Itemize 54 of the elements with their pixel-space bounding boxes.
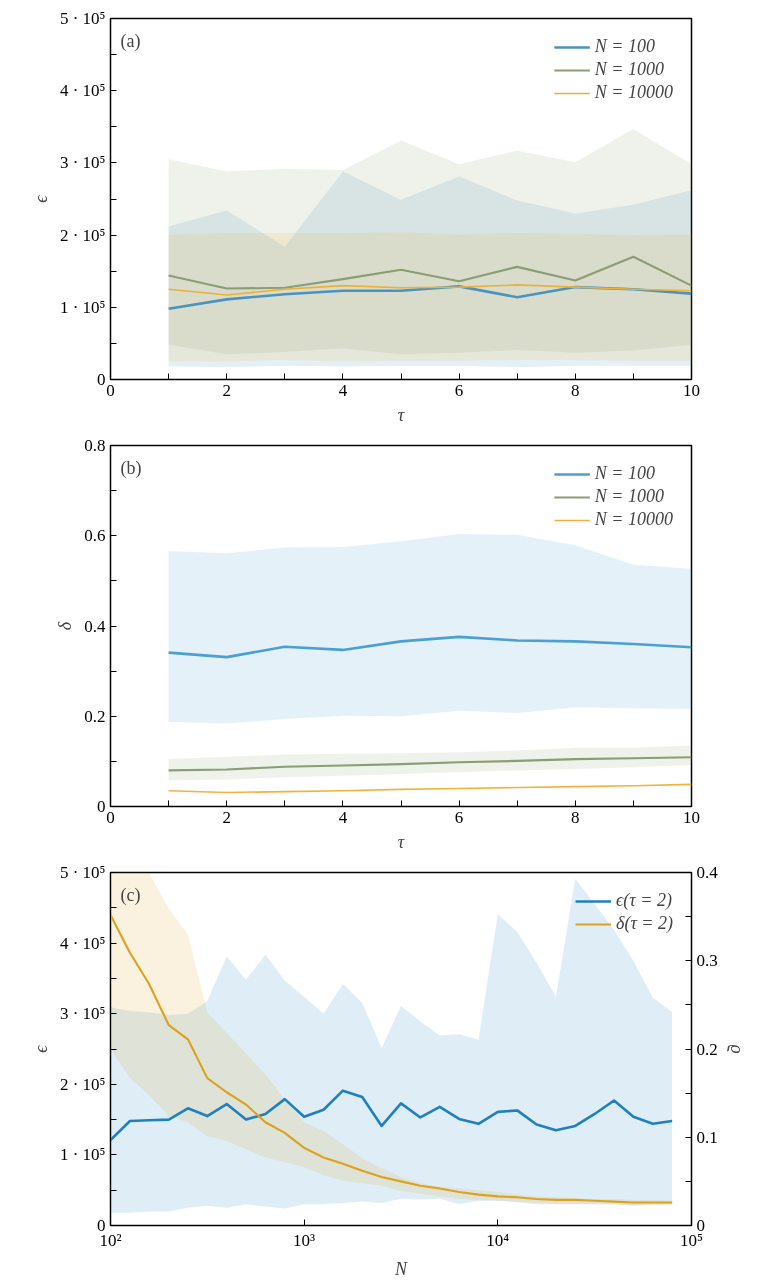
line-series — [110, 1089, 674, 1142]
y2-tick-label: 0.3 — [696, 951, 718, 971]
annotation: (b) — [120, 457, 142, 479]
x-tick-label: 8 — [571, 380, 580, 400]
y-tick-label: 5 · 10⁵ — [59, 863, 106, 882]
legend-label: N = 10000 — [594, 82, 673, 103]
y-tick-label: 4 · 10⁵ — [59, 933, 106, 953]
y-tick-label: 2 · 10⁵ — [59, 1074, 106, 1094]
annotation: (a) — [120, 30, 141, 52]
y-tick-label: 2 · 10⁵ — [59, 225, 106, 245]
y-tick-label: 0.4 — [84, 616, 106, 636]
x-tick-label: 4 — [338, 380, 348, 400]
annotation: (c) — [120, 884, 141, 906]
y-tick-label: 3 · 10⁵ — [59, 1004, 106, 1024]
y2-tick-label: 0.2 — [696, 1039, 718, 1059]
y2-axis-title: ϱ — [726, 1044, 747, 1054]
y-tick-label: 0.6 — [84, 526, 106, 546]
x-tick-label: 2 — [222, 807, 231, 827]
legend-label: N = 10000 — [594, 509, 673, 530]
x-tick-label: 10³ — [293, 1230, 316, 1250]
x-tick-label: 4 — [338, 807, 348, 827]
y-tick-label: 5 · 10⁵ — [59, 9, 106, 28]
x-tick-label: 8 — [571, 807, 580, 827]
legend-label: N = 100 — [594, 463, 655, 484]
y-tick-label: 0.8 — [84, 436, 106, 455]
x-axis-title: N — [394, 1258, 408, 1279]
legend-label: N = 1000 — [594, 59, 664, 80]
y2-tick-label: 0.1 — [696, 1127, 718, 1147]
y-tick-label: 0.2 — [84, 706, 106, 726]
y2-tick-label: 0.4 — [696, 863, 719, 882]
x-tick-label: 6 — [454, 380, 464, 400]
line-series — [167, 635, 692, 659]
line-series — [167, 255, 692, 290]
legend-label: N = 100 — [594, 36, 655, 57]
x-tick-label: 10 — [683, 807, 700, 827]
x-tick-label: 2 — [222, 380, 231, 400]
y-tick-label: 3 · 10⁵ — [59, 153, 106, 173]
x-tick-label: 6 — [454, 807, 464, 827]
y-axis-title: δ — [55, 621, 76, 631]
line-series — [167, 756, 692, 772]
y-tick-label: 1 · 10⁵ — [59, 297, 106, 317]
x-axis-title: τ — [397, 404, 405, 425]
line-series — [167, 284, 692, 296]
y-axis-title: ϵ — [30, 194, 51, 203]
legend-label: N = 1000 — [594, 486, 664, 507]
legend-label: δ(τ = 2) — [616, 913, 673, 934]
x-axis-title: τ — [397, 831, 405, 852]
line-series — [167, 783, 692, 794]
legend-label: ϵ(τ = 2) — [616, 890, 672, 911]
x-tick-label: 10 — [683, 380, 700, 400]
y-tick-label: 4 · 10⁵ — [59, 81, 106, 101]
y-tick-label: 1 · 10⁵ — [59, 1145, 106, 1165]
y-axis-title: ϵ — [30, 1044, 51, 1053]
x-tick-label: 10⁴ — [486, 1230, 510, 1250]
